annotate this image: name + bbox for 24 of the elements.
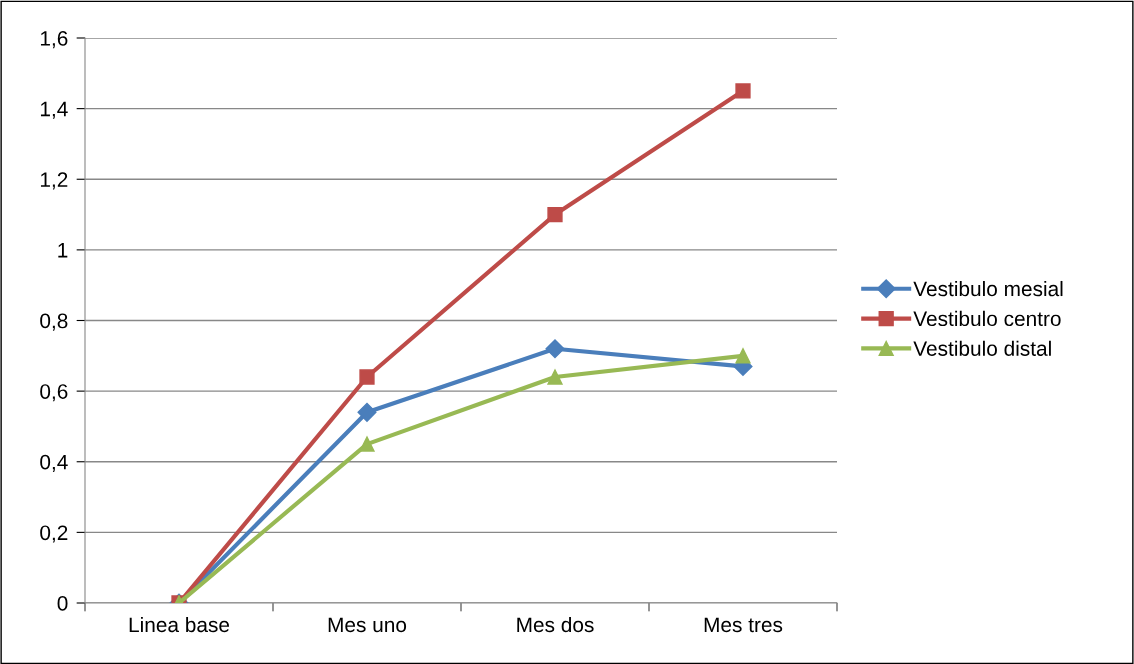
y-tick-label: 1,2: [40, 172, 68, 190]
point: [545, 339, 565, 359]
y-tick-label: 1,4: [40, 101, 68, 119]
point: [359, 369, 375, 385]
y-tick-label: 1,6: [40, 31, 68, 49]
point: [547, 206, 563, 223]
y-tick-label: 0,4: [40, 454, 68, 472]
y-tick-label: 0,2: [40, 525, 68, 543]
y-tick-label: 1: [58, 243, 68, 258]
y-tick-label: 0: [57, 596, 68, 611]
legend-label: Vestibulo distal: [913, 340, 1051, 356]
legend-label: Vestibulo mesial: [913, 280, 1063, 297]
point: [735, 348, 751, 364]
legend-label: Vestibulo centro: [913, 310, 1061, 327]
point: [357, 402, 377, 422]
x-tick-label: Mes dos: [517, 616, 594, 633]
point: [359, 436, 375, 452]
point: [547, 369, 563, 385]
y-tick-label: 0,6: [40, 384, 68, 402]
x-tick-label: Mes tres: [704, 617, 783, 633]
x-tick-label: Linea base: [129, 616, 230, 633]
x-tick-label: Mes uno: [328, 617, 407, 633]
y-tick-label: 0,8: [40, 313, 68, 331]
point: [735, 83, 751, 99]
